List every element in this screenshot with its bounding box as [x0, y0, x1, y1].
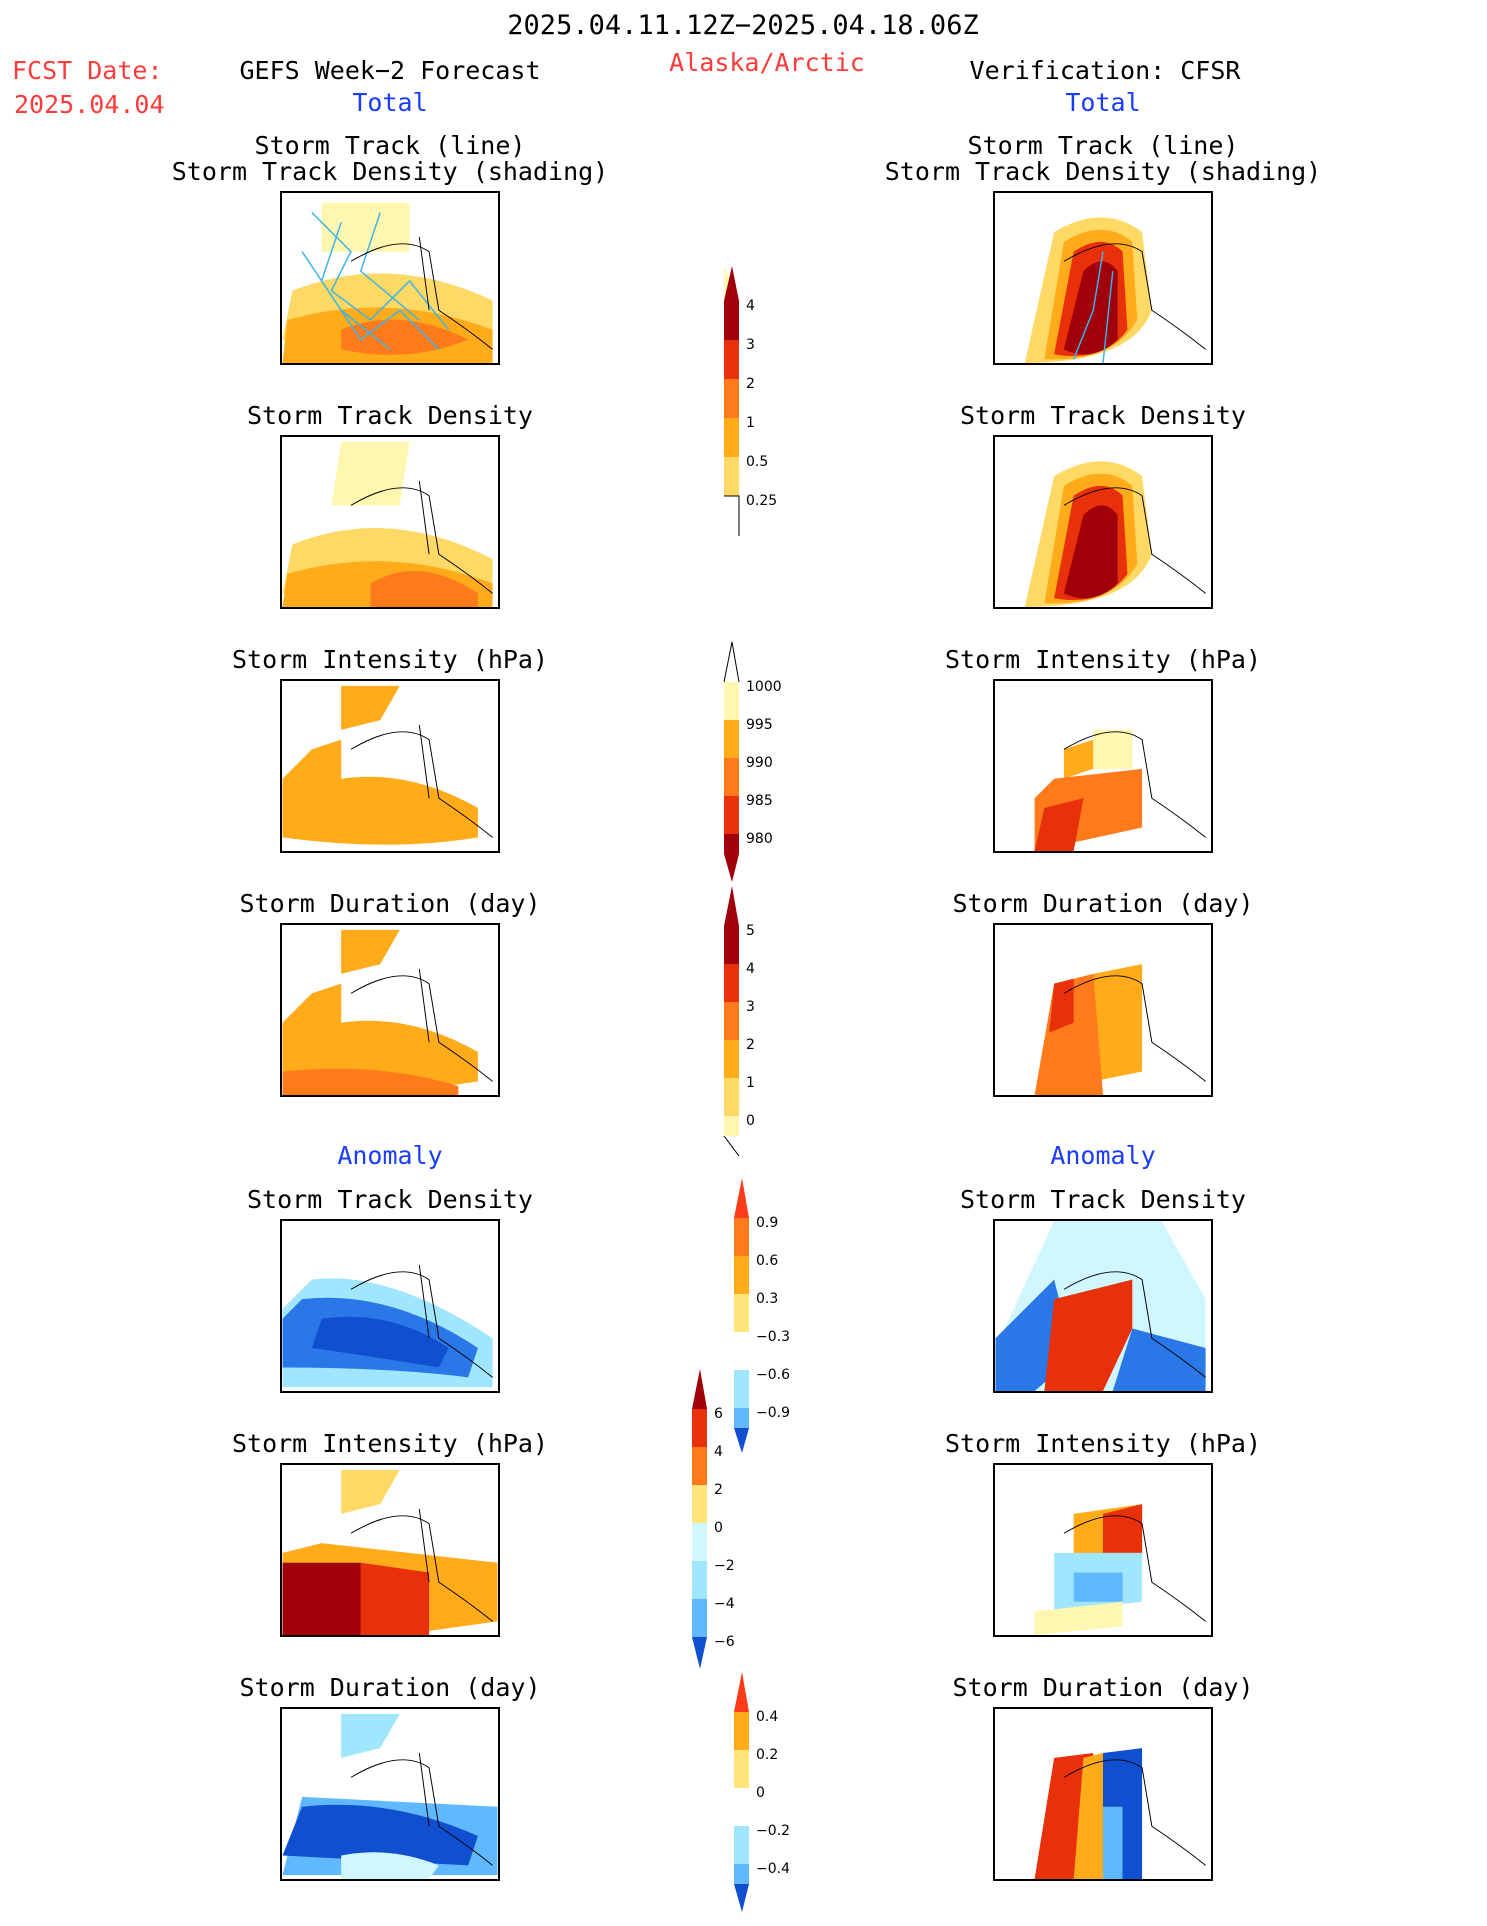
density-tick-2: 2	[746, 376, 755, 392]
right-track-shading-title: Storm Track Density (shading)	[884, 157, 1322, 186]
duration-tick-2: 2	[746, 1037, 755, 1053]
right-duration-anom-title: Storm Duration (day)	[952, 1673, 1254, 1702]
left-duration-anom-title: Storm Duration (day)	[239, 1673, 541, 1702]
density-tick-4: 4	[746, 298, 755, 314]
duration-tick-1: 1	[746, 1075, 755, 1091]
density-tick-05: 0.5	[746, 454, 769, 470]
left-intensity-anom-title: Storm Intensity (hPa)	[231, 1429, 549, 1458]
duration-anom-tick-m02: −0.2	[756, 1823, 790, 1839]
right-duration-map	[993, 923, 1213, 1097]
left-density-title: Storm Track Density	[247, 401, 533, 430]
duration-anom-colorbar: 0.4 0.2 0 −0.2 −0.4	[732, 1672, 802, 1926]
duration-tick-3: 3	[746, 999, 755, 1015]
date-range-title: 2025.04.11.12Z−2025.04.18.06Z	[507, 10, 979, 41]
duration-tick-4: 4	[746, 961, 755, 977]
density-colorbar: 4 3 2 1 0.5 0.25	[722, 266, 792, 550]
intensity-anom-tick-m4: −4	[714, 1596, 735, 1612]
left-anomaly-title: Anomaly	[337, 1141, 443, 1170]
density-tick-3: 3	[746, 337, 755, 353]
intensity-colorbar: 1000 995 990 985 980	[722, 641, 792, 896]
density-anom-tick-m06: −0.6	[756, 1367, 790, 1383]
left-intensity-map	[280, 679, 500, 853]
intensity-tick-985: 985	[746, 793, 773, 809]
density-anom-tick-06: 0.6	[756, 1253, 779, 1269]
duration-anom-tick-0: 0	[756, 1785, 765, 1801]
duration-anom-tick-04: 0.4	[756, 1709, 779, 1725]
intensity-tick-1000: 1000	[746, 679, 782, 695]
left-track-line-title: Storm Track (line)	[254, 131, 526, 160]
intensity-anom-tick-6: 6	[714, 1406, 723, 1422]
right-intensity-map	[993, 679, 1213, 853]
intensity-tick-990: 990	[746, 755, 773, 771]
left-track-map	[280, 191, 500, 365]
left-intensity-anom-map	[280, 1463, 500, 1637]
right-duration-anom-map	[993, 1707, 1213, 1881]
intensity-anom-tick-4: 4	[714, 1444, 723, 1460]
left-density-anom-map	[280, 1219, 500, 1393]
right-density-anom-title: Storm Track Density	[960, 1185, 1246, 1214]
duration-tick-5: 5	[746, 923, 755, 939]
density-anom-tick-09: 0.9	[756, 1215, 779, 1231]
right-track-line-title: Storm Track (line)	[967, 131, 1239, 160]
left-density-anom-title: Storm Track Density	[247, 1185, 533, 1214]
density-tick-025: 0.25	[746, 493, 778, 509]
left-intensity-title: Storm Intensity (hPa)	[231, 645, 549, 674]
intensity-anom-tick-m6: −6	[714, 1634, 735, 1650]
fcst-date-label: FCST Date:	[12, 56, 163, 85]
right-density-map	[993, 435, 1213, 609]
density-anom-tick-m09: −0.9	[756, 1405, 790, 1421]
density-anom-tick-03: 0.3	[756, 1291, 779, 1307]
intensity-tick-980: 980	[746, 831, 773, 847]
intensity-anom-tick-0: 0	[714, 1520, 723, 1536]
duration-tick-0: 0	[746, 1113, 755, 1129]
right-model-title: Verification: CFSR	[969, 56, 1241, 85]
density-tick-1: 1	[746, 415, 755, 431]
left-section-total: Total	[352, 88, 428, 117]
left-density-map	[280, 435, 500, 609]
region-title: Alaska/Arctic	[669, 48, 865, 77]
right-density-title: Storm Track Density	[960, 401, 1246, 430]
left-duration-anom-map	[280, 1707, 500, 1881]
right-anomaly-title: Anomaly	[1050, 1141, 1156, 1170]
fcst-date-value: 2025.04.04	[14, 90, 165, 119]
left-model-title: GEFS Week−2 Forecast	[239, 56, 541, 85]
right-track-map	[993, 191, 1213, 365]
left-duration-title: Storm Duration (day)	[239, 889, 541, 918]
intensity-anom-tick-m2: −2	[714, 1558, 735, 1574]
right-intensity-anom-title: Storm Intensity (hPa)	[944, 1429, 1262, 1458]
duration-colorbar: 5 4 3 2 1 0	[722, 886, 792, 1170]
right-intensity-anom-map	[993, 1463, 1213, 1637]
left-duration-map	[280, 923, 500, 1097]
intensity-anom-tick-2: 2	[714, 1482, 723, 1498]
density-anom-colorbar: 0.9 0.6 0.3 −0.3 −0.6 −0.9	[732, 1178, 802, 1462]
duration-anom-tick-m04: −0.4	[756, 1861, 790, 1877]
density-anom-tick-m03: −0.3	[756, 1329, 790, 1345]
right-duration-title: Storm Duration (day)	[952, 889, 1254, 918]
intensity-anom-colorbar: 6 4 2 0 −2 −4 −6	[690, 1369, 760, 1683]
left-track-shading-title: Storm Track Density (shading)	[171, 157, 609, 186]
right-density-anom-map	[993, 1219, 1213, 1393]
right-intensity-title: Storm Intensity (hPa)	[944, 645, 1262, 674]
intensity-tick-995: 995	[746, 717, 773, 733]
right-section-total: Total	[1065, 88, 1141, 117]
duration-anom-tick-02: 0.2	[756, 1747, 779, 1763]
